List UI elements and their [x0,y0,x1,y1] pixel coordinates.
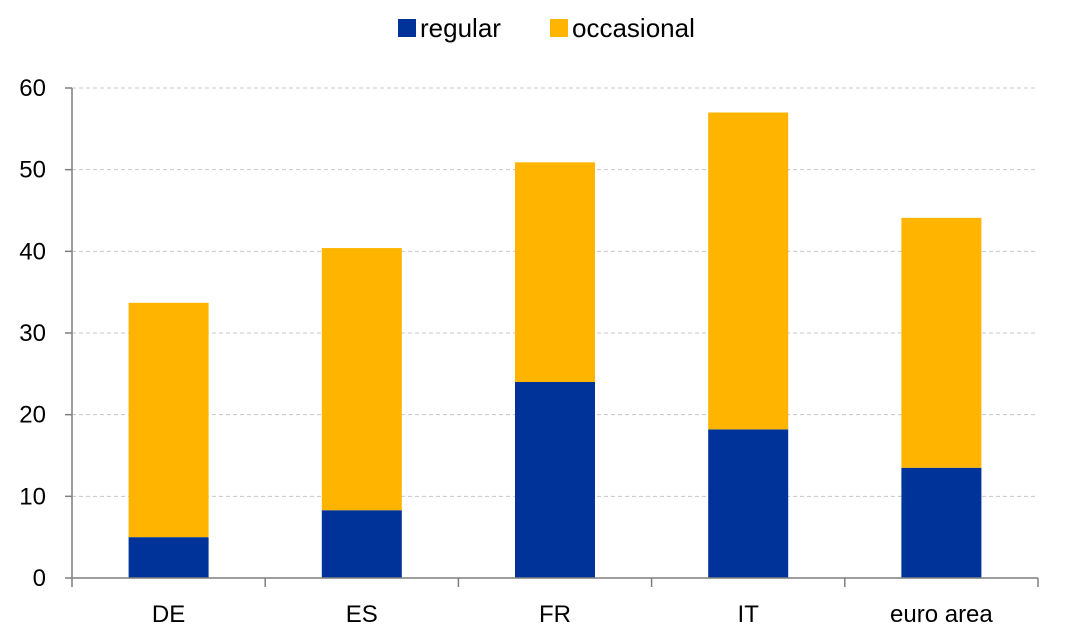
axes: 0 10 20 30 40 50 60 DE ES FR IT euro area [19,75,1039,628]
bar-occasional [901,217,982,468]
y-tick-label: 40 [19,238,46,265]
bar-occasional [708,112,789,430]
y-tick-label: 30 [19,320,46,347]
bar-occasional [128,302,209,538]
y-tick-label: 0 [33,565,46,592]
bar-regular [515,382,595,578]
bar-regular [708,429,789,578]
legend: regular occasional [398,13,695,43]
legend-label-occasional: occasional [572,13,695,43]
x-tick-label: IT [738,601,760,628]
bar-regular [901,467,982,578]
bar-regular [321,510,402,578]
bar-occasional [321,248,402,511]
legend-label-regular: regular [420,13,501,43]
y-tick-label: 60 [19,75,46,102]
legend-swatch-occasional [550,19,568,37]
bars [128,112,982,578]
bar-regular [128,537,209,578]
y-tick-label: 10 [19,483,46,510]
bar-occasional [515,162,595,382]
x-tick-label: euro area [890,601,993,628]
x-tick-label: FR [539,601,571,628]
x-tick-label: DE [152,601,185,628]
y-tick-label: 20 [19,402,46,429]
x-tick-label: ES [346,601,378,628]
legend-swatch-regular [398,19,416,37]
y-tick-label: 50 [19,157,46,184]
